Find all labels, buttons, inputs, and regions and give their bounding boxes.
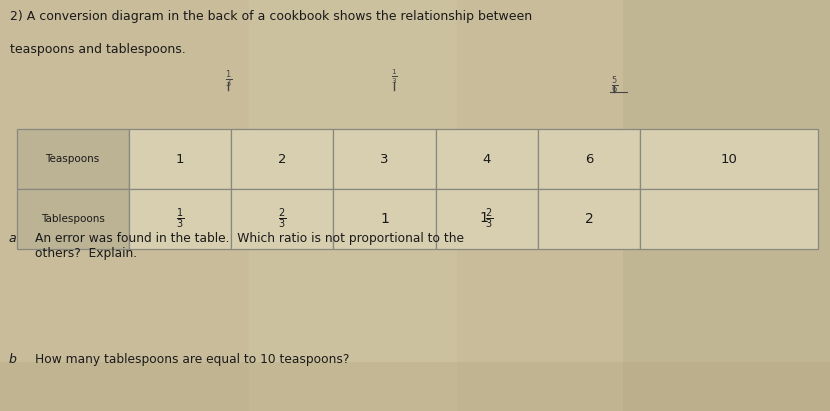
Text: Teaspoons: Teaspoons: [46, 154, 100, 164]
Text: $1$: $1$: [379, 212, 389, 226]
Text: $\frac{1}{3}$: $\frac{1}{3}$: [176, 207, 184, 231]
Text: $\frac{1}{3}$: $\frac{1}{3}$: [391, 68, 398, 86]
Text: An error was found in the table.  Which ratio is not proportional to the
others?: An error was found in the table. Which r…: [35, 232, 464, 260]
Text: $\frac{1}{3}$: $\frac{1}{3}$: [225, 68, 232, 90]
Text: Tablespoons: Tablespoons: [41, 214, 105, 224]
Text: 10: 10: [720, 153, 737, 166]
Text: 4: 4: [483, 153, 491, 166]
Text: 2: 2: [278, 153, 286, 166]
Text: b: b: [8, 353, 16, 367]
Text: $\frac{5}{6}$: $\frac{5}{6}$: [611, 74, 618, 96]
Text: $\frac{2}{3}$: $\frac{2}{3}$: [278, 207, 286, 231]
Text: 1: 1: [176, 153, 184, 166]
Text: $2$: $2$: [584, 212, 593, 226]
Text: $1\!\frac{2}{3}$: $1\!\frac{2}{3}$: [480, 207, 494, 231]
Text: 2) A conversion diagram in the back of a cookbook shows the relationship between: 2) A conversion diagram in the back of a…: [10, 10, 532, 23]
Text: a: a: [8, 232, 16, 245]
Text: 3: 3: [380, 153, 388, 166]
Text: teaspoons and tablespoons.: teaspoons and tablespoons.: [10, 43, 186, 56]
Text: 6: 6: [585, 153, 593, 166]
Text: How many tablespoons are equal to 10 teaspoons?: How many tablespoons are equal to 10 tea…: [35, 353, 349, 367]
